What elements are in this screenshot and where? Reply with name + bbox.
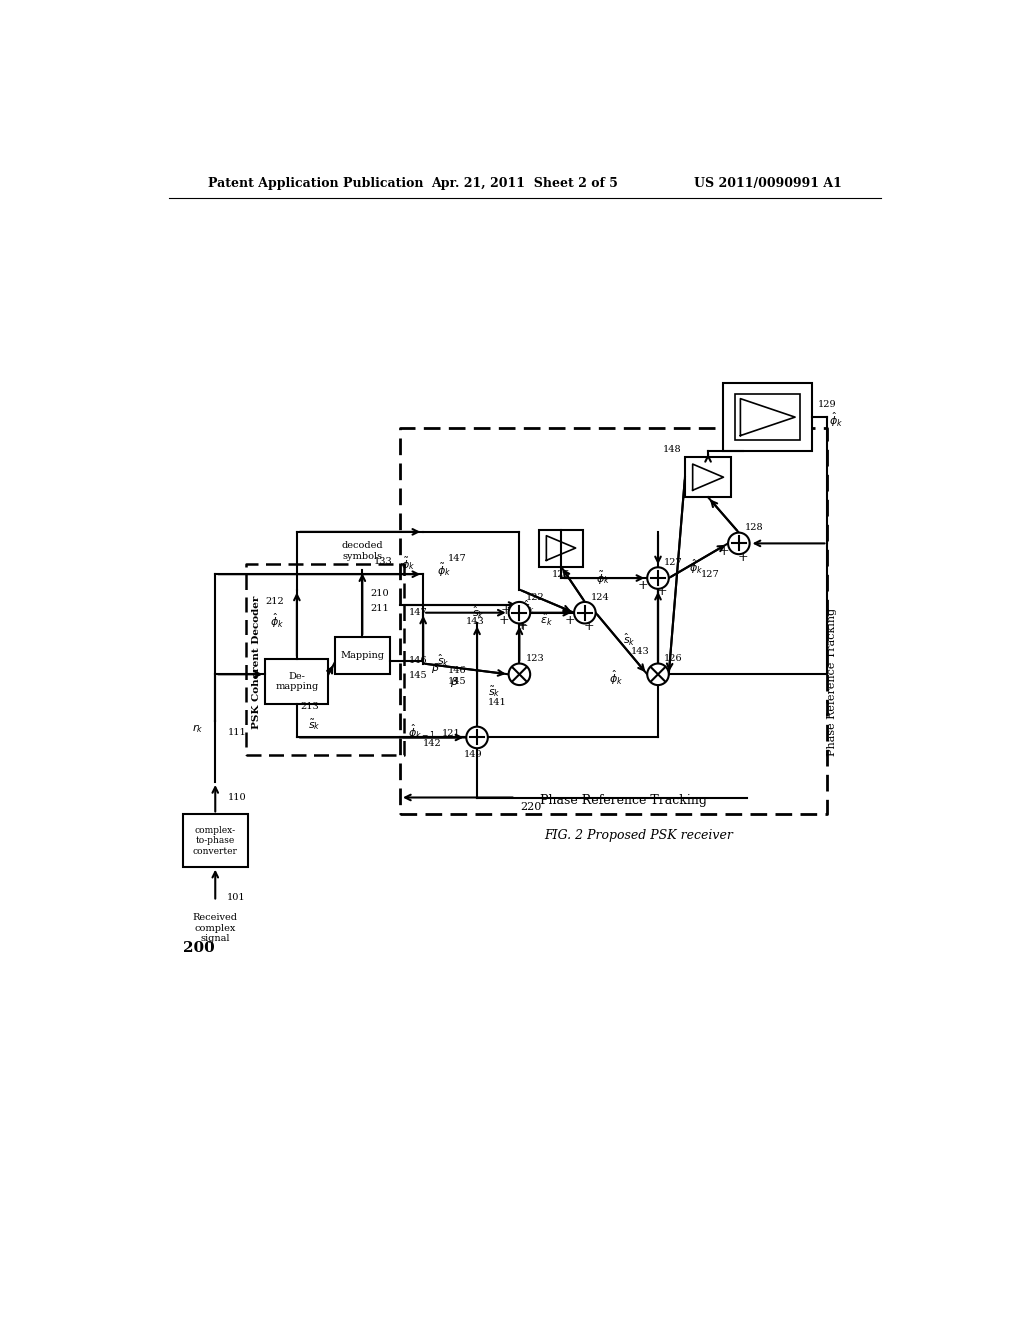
Text: 213: 213 xyxy=(300,702,318,711)
Text: Phase Reference Tracking: Phase Reference Tracking xyxy=(827,609,838,756)
Text: Apr. 21, 2011  Sheet 2 of 5: Apr. 21, 2011 Sheet 2 of 5 xyxy=(431,177,618,190)
Text: 123: 123 xyxy=(525,655,545,664)
Text: $\hat{s}_k$: $\hat{s}_k$ xyxy=(437,652,450,668)
Text: 127: 127 xyxy=(700,570,719,578)
Text: $\tilde{s}_k$: $\tilde{s}_k$ xyxy=(307,717,321,731)
Text: $r_k$: $r_k$ xyxy=(191,722,203,735)
Text: $\hat{\varepsilon}_k$: $\hat{\varepsilon}_k$ xyxy=(523,598,536,615)
Text: 126: 126 xyxy=(665,655,683,664)
Text: $\beta$: $\beta$ xyxy=(450,675,459,689)
Bar xyxy=(335,638,390,675)
Text: Patent Application Publication: Patent Application Publication xyxy=(208,177,423,190)
Text: $\hat{s}_k$: $\hat{s}_k$ xyxy=(624,631,636,648)
Text: $\hat{\phi}_k$: $\hat{\phi}_k$ xyxy=(829,411,843,429)
Text: $\hat{\phi}_k$: $\hat{\phi}_k$ xyxy=(608,669,623,688)
Text: $\hat{s}_k$: $\hat{s}_k$ xyxy=(472,605,484,620)
Text: 200: 200 xyxy=(183,941,215,954)
Text: US 2011/0090991 A1: US 2011/0090991 A1 xyxy=(694,177,842,190)
Circle shape xyxy=(647,568,669,589)
Text: Phase Reference Tracking: Phase Reference Tracking xyxy=(540,793,707,807)
Text: +: + xyxy=(501,603,511,616)
Text: 149: 149 xyxy=(464,750,482,759)
Text: 145: 145 xyxy=(447,677,466,686)
Bar xyxy=(685,457,731,498)
Text: 122: 122 xyxy=(525,593,545,602)
Text: 145: 145 xyxy=(410,672,428,680)
Bar xyxy=(735,393,801,441)
Text: Mapping: Mapping xyxy=(340,651,384,660)
Circle shape xyxy=(509,664,530,685)
Text: $\hat{\phi}_k$: $\hat{\phi}_k$ xyxy=(270,611,285,630)
Text: $\hat{\varepsilon}_k$: $\hat{\varepsilon}_k$ xyxy=(540,612,553,628)
Text: 143: 143 xyxy=(466,618,484,627)
Circle shape xyxy=(647,664,669,685)
Text: $\tilde{\phi}_k$: $\tilde{\phi}_k$ xyxy=(401,556,416,573)
Text: +: + xyxy=(737,550,748,564)
Bar xyxy=(724,383,812,451)
Text: 211: 211 xyxy=(371,605,389,614)
Text: PSK Coherent Decoder: PSK Coherent Decoder xyxy=(252,597,260,730)
Text: $\tilde{\phi}_k$: $\tilde{\phi}_k$ xyxy=(437,562,452,579)
Text: 110: 110 xyxy=(227,793,246,803)
Text: De-
mapping: De- mapping xyxy=(275,672,318,690)
Bar xyxy=(265,659,329,704)
Text: 147: 147 xyxy=(410,609,428,618)
Text: decoded
symbols: decoded symbols xyxy=(342,541,383,561)
Circle shape xyxy=(728,533,750,554)
Text: $\tilde{\phi}_k$: $\tilde{\phi}_k$ xyxy=(596,569,610,586)
Text: 212: 212 xyxy=(266,597,285,606)
Text: 133: 133 xyxy=(374,557,392,566)
Text: 147: 147 xyxy=(447,554,467,564)
Text: 141: 141 xyxy=(487,698,507,708)
Circle shape xyxy=(574,602,596,623)
Text: 125: 125 xyxy=(552,570,570,578)
Bar xyxy=(183,814,248,867)
Text: complex-
to-phase
converter: complex- to-phase converter xyxy=(193,826,238,855)
Text: 210: 210 xyxy=(371,589,389,598)
Text: FIG. 2 Proposed PSK receiver: FIG. 2 Proposed PSK receiver xyxy=(545,829,733,842)
Text: 128: 128 xyxy=(745,524,764,532)
Text: Received
complex
signal: Received complex signal xyxy=(193,913,238,944)
Text: 142: 142 xyxy=(423,739,442,748)
Text: 121: 121 xyxy=(441,729,460,738)
Text: $\hat{\phi}_k$: $\hat{\phi}_k$ xyxy=(689,557,703,576)
Text: 101: 101 xyxy=(226,894,246,902)
Text: 111: 111 xyxy=(227,727,247,737)
Text: 143: 143 xyxy=(631,647,650,656)
Text: +: + xyxy=(516,619,527,632)
Text: 148: 148 xyxy=(663,445,681,454)
Text: $\tilde{s}_k$: $\tilde{s}_k$ xyxy=(487,684,501,698)
Text: 127: 127 xyxy=(665,558,683,568)
Circle shape xyxy=(466,726,487,748)
Text: 146: 146 xyxy=(447,667,466,675)
Text: +: + xyxy=(564,614,574,627)
Text: 220: 220 xyxy=(520,801,542,812)
Text: 129: 129 xyxy=(818,400,837,409)
Text: +: + xyxy=(518,620,528,634)
Bar xyxy=(539,529,584,566)
Text: +: + xyxy=(637,579,648,593)
Circle shape xyxy=(509,602,530,623)
Text: 146: 146 xyxy=(410,656,428,665)
Text: +: + xyxy=(584,620,594,634)
Text: +: + xyxy=(499,614,509,627)
Text: $\beta$: $\beta$ xyxy=(431,661,439,675)
Text: +: + xyxy=(718,545,729,557)
Text: 124: 124 xyxy=(591,593,609,602)
Text: +: + xyxy=(656,585,668,598)
Text: $\hat{\phi}_{k-1}$: $\hat{\phi}_{k-1}$ xyxy=(408,723,435,742)
